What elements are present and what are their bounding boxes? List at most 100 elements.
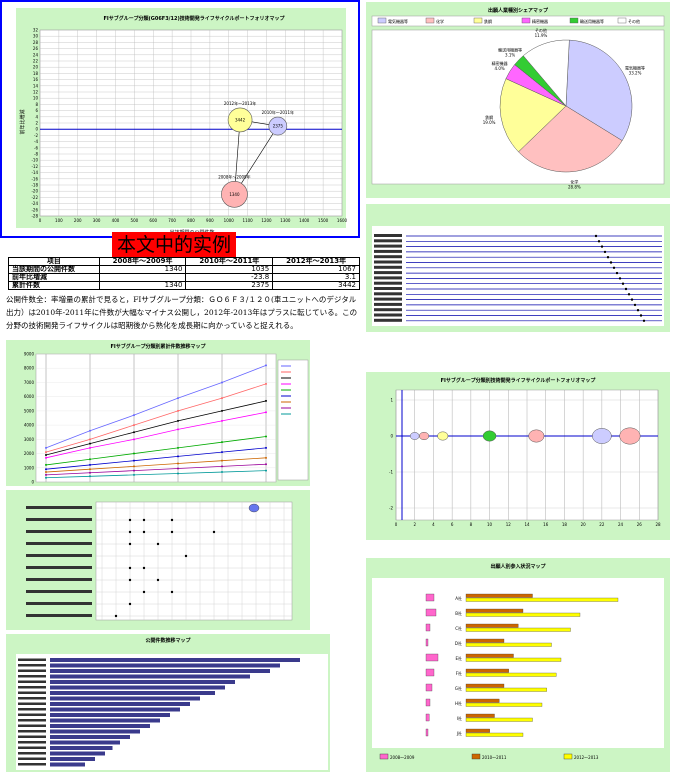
bar (50, 691, 215, 695)
y-tick-label: -2 (389, 506, 393, 511)
legend-label: その他 (628, 18, 640, 24)
row-label (374, 250, 402, 253)
y-tick-label: -24 (31, 201, 38, 206)
table-cell: 3442 (273, 282, 360, 290)
y-tick-label: -14 (31, 170, 38, 175)
timeline-marker (622, 283, 624, 285)
bar (50, 719, 160, 723)
row-label (374, 234, 402, 237)
pie-chart-svg: 出願人業種別シェアマップ 電気機器等化学鉄鋼精密機器輸送用機器等その他 電気機器… (366, 2, 670, 198)
legend-swatch (570, 18, 578, 23)
slice-value: 3.1% (505, 53, 515, 58)
timeline-marker (643, 320, 645, 322)
y-tick-label: -10 (31, 158, 38, 163)
y-tick-label: 16 (33, 77, 39, 82)
slice-value: 28.8% (568, 185, 581, 190)
dot-matrix-svg (6, 490, 310, 630)
legend-label: 2012～2013 (574, 755, 599, 760)
matrix-dot (129, 579, 131, 581)
bar (466, 643, 552, 647)
y-tick-label: -20 (31, 189, 38, 194)
timeline-marker (637, 309, 639, 311)
series-point (265, 457, 267, 459)
series-point (133, 453, 135, 455)
series-point (177, 472, 179, 474)
legend-swatch (426, 18, 434, 23)
row-label (374, 319, 402, 322)
row-label (374, 255, 402, 258)
bar (466, 699, 499, 703)
row-label (18, 681, 46, 684)
bubble-label: 2010年～2011年 (262, 109, 294, 115)
matrix-dot (129, 531, 131, 533)
series-point (133, 414, 135, 416)
row-label (374, 261, 402, 264)
bar (426, 714, 429, 721)
hbar-chart-svg: 公開件数推移マップ (6, 634, 330, 772)
row-label (18, 664, 46, 667)
bar (466, 673, 556, 677)
series-point (177, 467, 179, 469)
legend-swatch (378, 18, 386, 23)
slice-value: 4.0% (495, 66, 505, 71)
bar (466, 613, 580, 617)
x-tick-label: 900 (206, 218, 214, 223)
row-label (18, 730, 46, 733)
bar (50, 708, 180, 712)
bar (466, 598, 618, 602)
bar (50, 675, 250, 679)
x-tick-label: 1200 (261, 218, 272, 223)
x-tick-label: 4 (432, 522, 435, 527)
legend-swatch (564, 754, 572, 759)
x-tick-label: 1500 (318, 218, 329, 223)
panel-dot-matrix (6, 490, 310, 630)
series-point (221, 381, 223, 383)
matrix-dot (129, 603, 131, 605)
row-label (26, 506, 92, 509)
bar (466, 624, 518, 628)
series-point (177, 410, 179, 412)
row-label (26, 530, 92, 533)
matrix-dot (143, 591, 145, 593)
matrix-dot (129, 543, 131, 545)
panel-portfolio-chart: FIサブグループ分類別技術開発ライフサイクルポートフォリオマップ 0246810… (366, 372, 670, 540)
bar (466, 718, 533, 722)
series-point (45, 477, 47, 479)
timeline-marker (613, 267, 615, 269)
row-label (18, 725, 46, 728)
x-tick-label: 700 (168, 218, 176, 223)
bar (50, 730, 140, 734)
line-chart-svg: FIサブグループ分類別累計件数推移マップ 9000800070006000500… (6, 340, 310, 486)
series-point (221, 441, 223, 443)
row-label (18, 736, 46, 739)
category-label: F社 (456, 670, 462, 676)
table-row: 前年比増減 -23.8 3.1 (9, 274, 360, 282)
y-tick-label: 12 (33, 90, 39, 95)
legend-label: 電気機器等 (388, 18, 408, 24)
legend-swatch (472, 754, 480, 759)
bubble (438, 432, 449, 440)
series-point (133, 460, 135, 462)
timeline-marker (631, 298, 633, 300)
timeline-marker (616, 272, 618, 274)
series-point (177, 463, 179, 465)
series-point (177, 428, 179, 430)
timeline-marker (619, 277, 621, 279)
timeline-marker (604, 251, 606, 253)
x-tick-label: 26 (637, 522, 643, 527)
series-point (45, 474, 47, 476)
table-row: 当該期間の公開件数 1340 1035 1067 (9, 266, 360, 274)
bar (426, 624, 430, 631)
legend-label: 化学 (436, 18, 444, 24)
y-tick-label: 20 (33, 65, 39, 70)
y-tick-label: 7000 (24, 380, 35, 385)
series-point (221, 465, 223, 467)
y-tick-label: -16 (31, 176, 38, 181)
y-tick-label: -18 (31, 183, 38, 188)
row-label (374, 276, 402, 279)
row-label (26, 566, 92, 569)
bar (466, 729, 490, 733)
timeline-marker (640, 314, 642, 316)
matrix-dot (171, 531, 173, 533)
y-tick-label: 3000 (24, 437, 35, 442)
